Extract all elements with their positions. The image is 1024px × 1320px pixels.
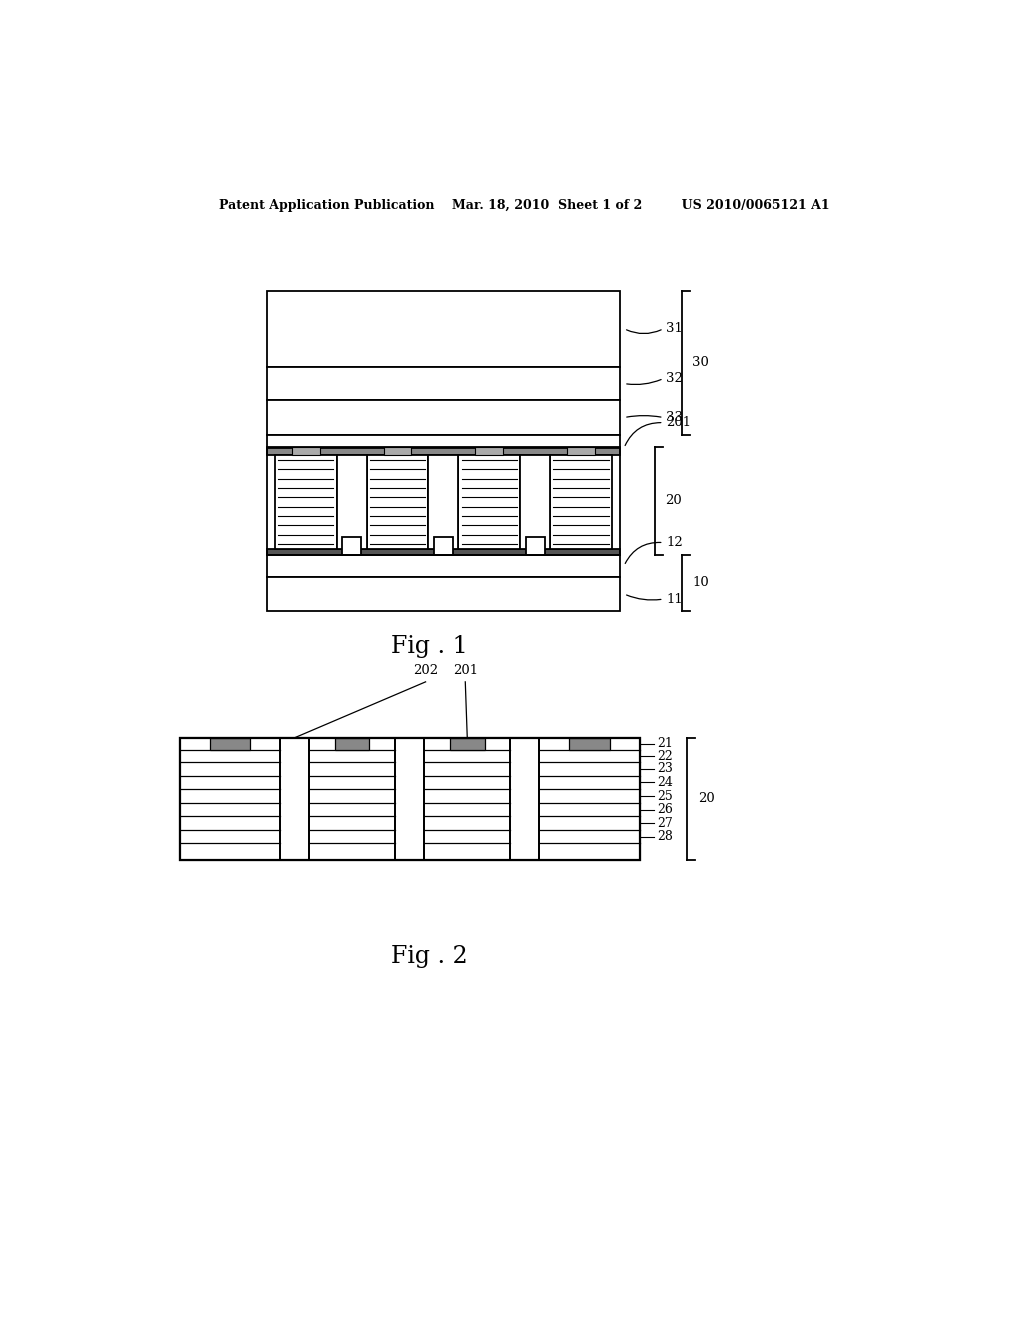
- Text: 202: 202: [413, 664, 438, 677]
- Bar: [540, 738, 640, 859]
- Bar: [475, 447, 503, 455]
- Bar: [309, 738, 395, 859]
- Bar: [267, 447, 621, 455]
- Bar: [267, 577, 621, 611]
- Bar: [367, 455, 428, 549]
- Text: 21: 21: [657, 738, 673, 750]
- Bar: [459, 455, 520, 549]
- Text: 28: 28: [657, 830, 673, 843]
- Text: 32: 32: [666, 372, 683, 385]
- Text: 33: 33: [666, 411, 683, 424]
- Text: 31: 31: [666, 322, 683, 335]
- Text: 26: 26: [657, 803, 673, 816]
- Bar: [267, 290, 621, 367]
- Bar: [520, 455, 550, 549]
- Text: 30: 30: [692, 356, 710, 370]
- Bar: [567, 447, 595, 455]
- Bar: [540, 738, 640, 859]
- Bar: [342, 536, 361, 554]
- Bar: [179, 738, 281, 859]
- Text: 201: 201: [666, 416, 691, 429]
- Bar: [267, 434, 621, 447]
- Bar: [395, 738, 424, 859]
- Text: Fig . 2: Fig . 2: [391, 945, 468, 968]
- Bar: [337, 455, 367, 549]
- Bar: [267, 400, 621, 434]
- Bar: [434, 536, 454, 554]
- Bar: [179, 738, 640, 859]
- Bar: [179, 738, 281, 859]
- Bar: [450, 738, 484, 750]
- Bar: [424, 738, 510, 859]
- Bar: [428, 455, 459, 549]
- Text: 10: 10: [692, 577, 709, 589]
- Text: 27: 27: [657, 817, 673, 830]
- Bar: [335, 738, 370, 750]
- Text: 20: 20: [666, 495, 682, 507]
- Bar: [281, 738, 309, 859]
- Text: 11: 11: [666, 593, 683, 606]
- Bar: [569, 738, 609, 750]
- Bar: [424, 738, 510, 859]
- Text: 24: 24: [657, 776, 673, 789]
- Bar: [267, 554, 621, 577]
- Bar: [179, 738, 640, 859]
- Bar: [267, 367, 621, 400]
- Bar: [384, 447, 412, 455]
- Bar: [274, 455, 337, 549]
- Bar: [550, 455, 612, 549]
- Bar: [267, 447, 621, 554]
- Text: Fig . 1: Fig . 1: [391, 635, 468, 657]
- Text: 22: 22: [657, 750, 673, 763]
- Text: 12: 12: [666, 536, 683, 549]
- Bar: [267, 549, 621, 554]
- Bar: [292, 447, 319, 455]
- Text: 25: 25: [657, 789, 673, 803]
- Text: 20: 20: [697, 792, 715, 805]
- Bar: [510, 738, 540, 859]
- Text: Patent Application Publication    Mar. 18, 2010  Sheet 1 of 2         US 2010/00: Patent Application Publication Mar. 18, …: [219, 199, 830, 213]
- Bar: [309, 738, 395, 859]
- Bar: [525, 536, 545, 554]
- Bar: [210, 738, 250, 750]
- Text: 201: 201: [453, 664, 478, 677]
- Text: 23: 23: [657, 763, 673, 775]
